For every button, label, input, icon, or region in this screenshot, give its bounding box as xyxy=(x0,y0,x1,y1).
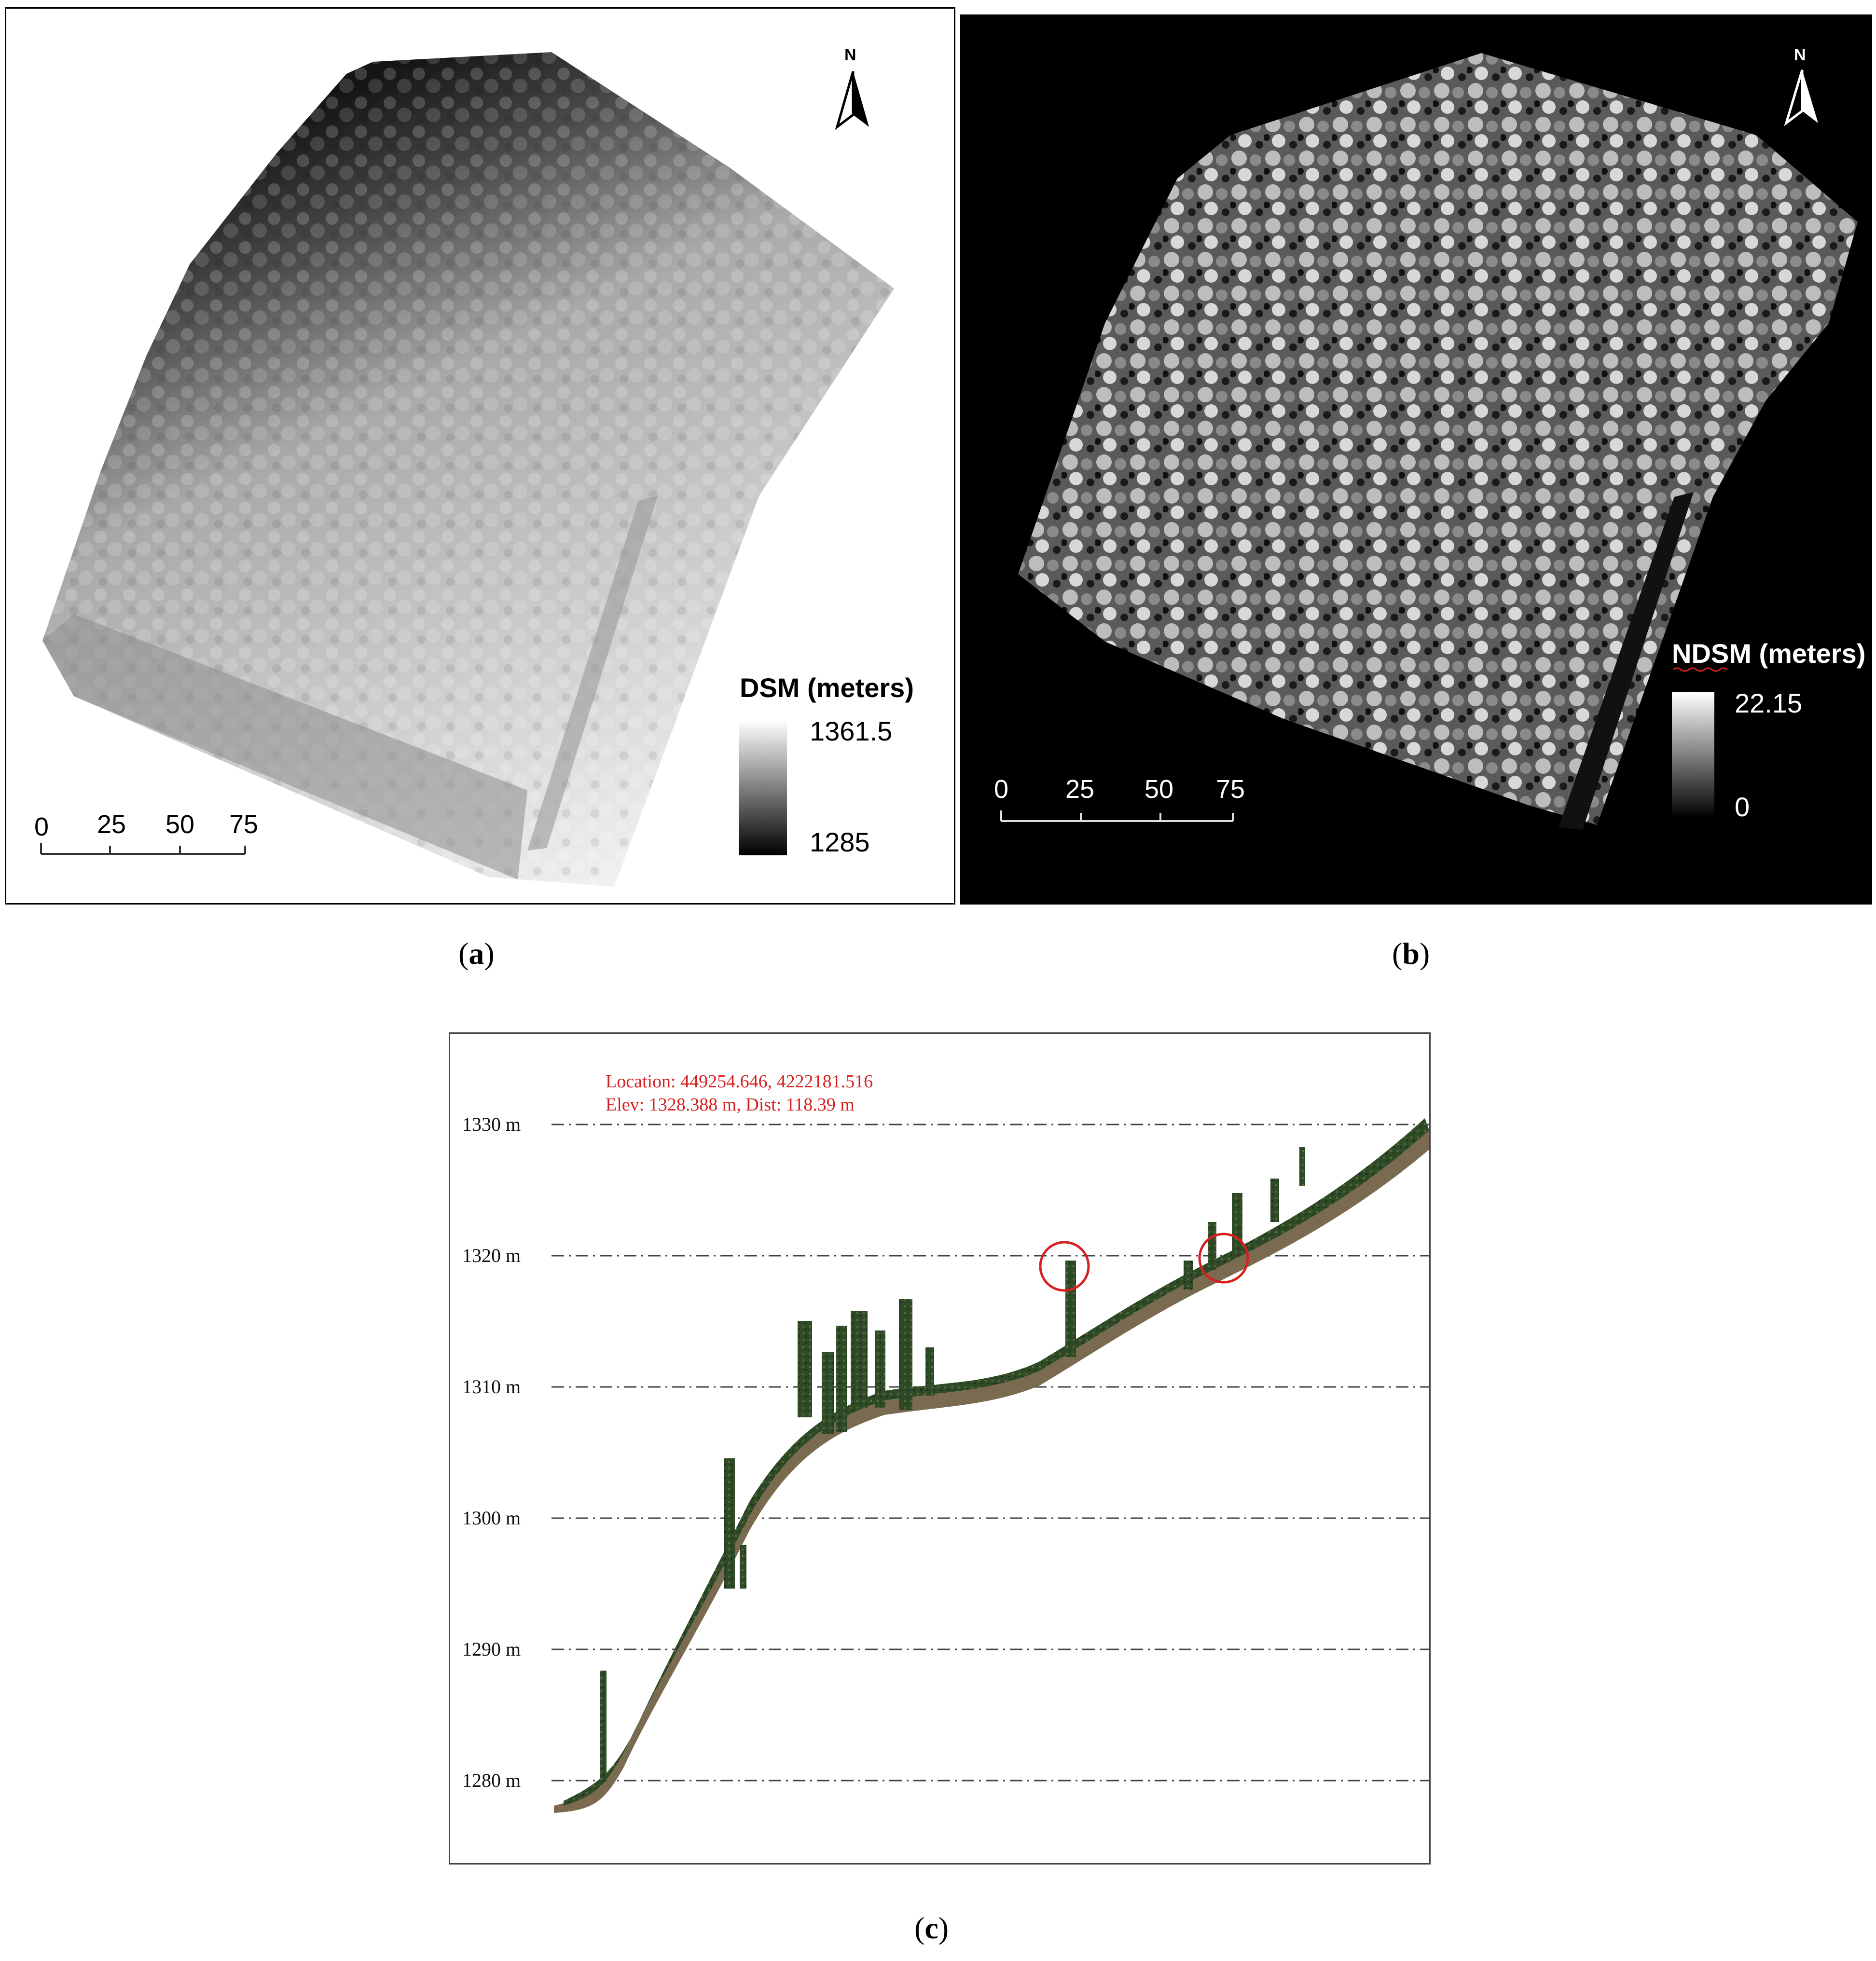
caption-b: (b) xyxy=(1392,936,1430,971)
y-label-1310: 1310 m xyxy=(462,1376,521,1398)
highlight-circle-1 xyxy=(1039,1241,1090,1292)
scale-bar xyxy=(40,843,246,855)
location-readout: Location: 449254.646, 4222181.516 xyxy=(606,1071,873,1092)
ndsm-legend-min: 0 xyxy=(1735,792,1750,822)
north-label: N xyxy=(1794,46,1806,64)
y-label-1280: 1280 m xyxy=(462,1769,521,1791)
dsm-legend-min: 1285 xyxy=(810,827,870,857)
ndsm-legend-ramp xyxy=(1672,692,1714,818)
vegetation-profile xyxy=(564,1118,1429,1806)
scale-label-50: 50 xyxy=(166,810,195,839)
y-label-1290: 1290 m xyxy=(462,1638,521,1660)
y-label-1300: 1300 m xyxy=(462,1507,521,1529)
dsm-map-panel: N DSM (meters) 1361.5 1285 0 25 50 75 xyxy=(5,7,955,905)
north-arrow-icon xyxy=(835,71,869,130)
tree-points xyxy=(600,1147,1305,1782)
caption-c: (c) xyxy=(914,1911,949,1945)
scale-label-50: 50 xyxy=(1145,775,1174,804)
ground-profile xyxy=(554,1130,1429,1813)
profile-plot xyxy=(552,1118,1429,1813)
caption-a: (a) xyxy=(458,936,495,971)
north-arrow-icon xyxy=(1784,69,1818,126)
scale-bar xyxy=(1000,810,1234,822)
highlight-circle-2 xyxy=(1198,1233,1249,1284)
y-label-1320: 1320 m xyxy=(462,1245,521,1266)
ndsm-map-panel: N NDSM (meters) 22.15 0 0 25 50 75 xyxy=(960,14,1872,905)
y-label-1330: 1330 m xyxy=(462,1113,521,1135)
scale-label-75: 75 xyxy=(229,810,259,839)
scale-label-25: 25 xyxy=(1065,775,1095,804)
dsm-legend-title: DSM (meters) xyxy=(740,672,914,703)
elevation-readout: Elev: 1328.388 m, Dist: 118.39 m xyxy=(606,1095,855,1115)
dsm-legend-ramp xyxy=(739,720,787,855)
scale-label-75: 75 xyxy=(1216,775,1245,804)
scale-label-0: 0 xyxy=(994,775,1009,804)
ndsm-legend-title: NDSM (meters) xyxy=(1672,638,1866,669)
dsm-legend-max: 1361.5 xyxy=(810,716,893,746)
elevation-profile-panel: Location: 449254.646, 4222181.516 Elev: … xyxy=(449,1032,1431,1865)
dsm-raster xyxy=(40,52,894,887)
scale-label-0: 0 xyxy=(34,812,49,841)
ndsm-legend-max: 22.15 xyxy=(1735,688,1803,718)
north-label: N xyxy=(844,46,856,64)
scale-label-25: 25 xyxy=(97,810,126,839)
ndsm-raster xyxy=(1000,53,1858,830)
